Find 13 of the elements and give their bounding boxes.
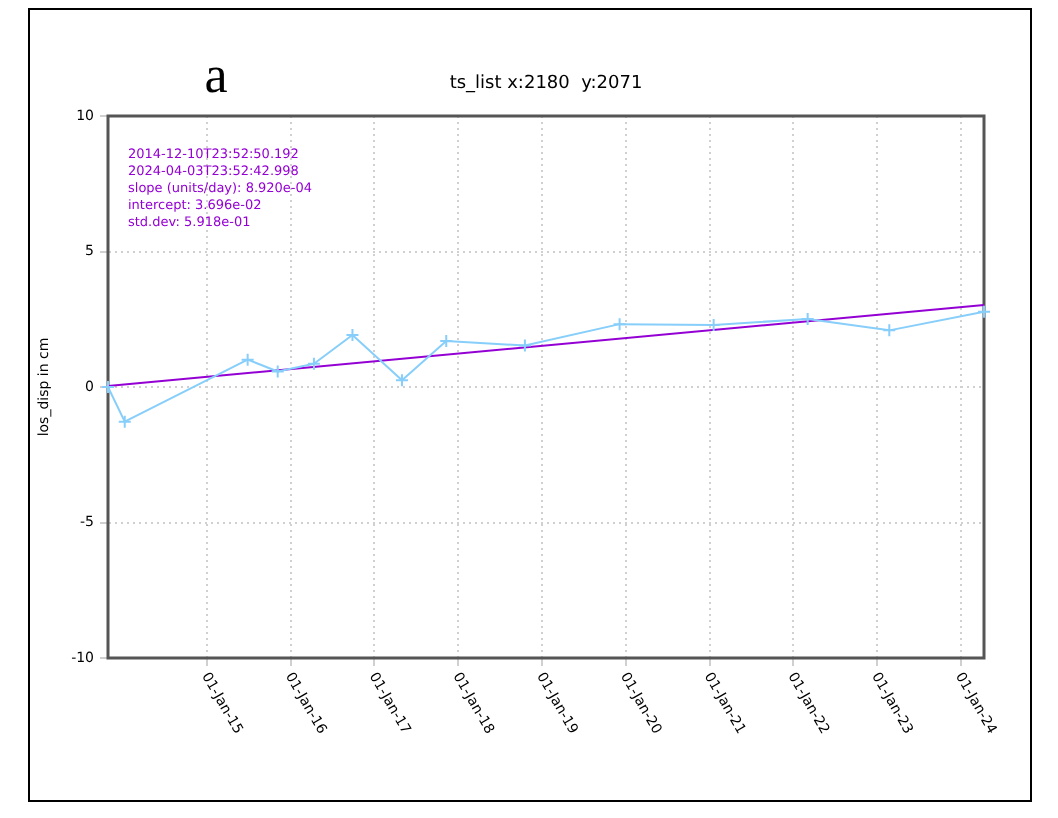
text: a [204,46,229,104]
point [882,323,897,338]
point [270,364,285,379]
point [612,317,627,332]
point [117,414,132,429]
point [240,352,255,367]
point [306,356,321,371]
point [800,311,815,326]
point [439,333,454,348]
point [345,327,360,342]
point [517,338,532,353]
point [394,373,409,388]
chart-title: ts_list x:2180 y:2071 [449,74,643,94]
